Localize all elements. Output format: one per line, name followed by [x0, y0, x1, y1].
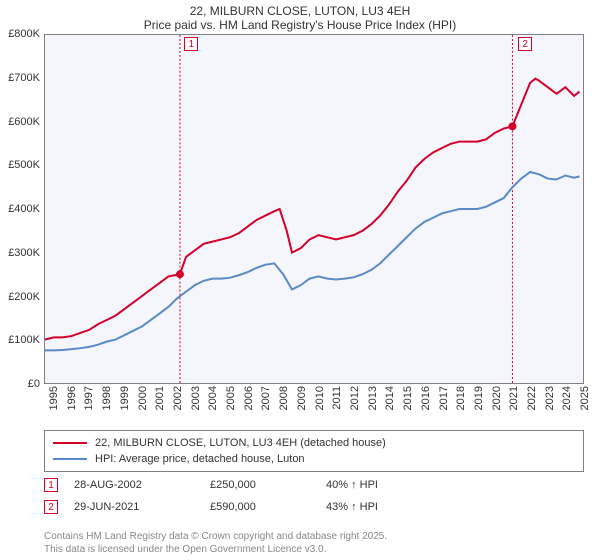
y-tick-label: £600K: [0, 116, 40, 128]
footer-note: Contains HM Land Registry data © Crown c…: [44, 531, 387, 556]
y-tick-label: £0: [0, 378, 40, 390]
transaction-row: 2 29-JUN-2021 £590,000 43% ↑ HPI: [44, 496, 584, 518]
x-tick-label: 2006: [243, 386, 255, 420]
marker-badge: 2: [518, 37, 532, 51]
y-tick-label: £300K: [0, 247, 40, 259]
legend-item: 22, MILBURN CLOSE, LUTON, LU3 4EH (detac…: [53, 435, 575, 451]
transactions-block: 1 28-AUG-2002 £250,000 40% ↑ HPI 2 29-JU…: [44, 474, 584, 518]
y-tick-label: £100K: [0, 334, 40, 346]
transaction-date: 29-JUN-2021: [74, 501, 194, 513]
legend-item: HPI: Average price, detached house, Luto…: [53, 451, 575, 467]
transaction-row: 1 28-AUG-2002 £250,000 40% ↑ HPI: [44, 474, 584, 496]
chart-title-line2: Price paid vs. HM Land Registry's House …: [0, 18, 600, 32]
transaction-date: 28-AUG-2002: [74, 479, 194, 491]
x-tick-label: 2016: [420, 386, 432, 420]
x-tick-label: 1996: [66, 386, 78, 420]
chart-title-line1: 22, MILBURN CLOSE, LUTON, LU3 4EH: [0, 4, 600, 18]
marker-badge: 1: [184, 37, 198, 51]
x-tick-label: 2009: [296, 386, 308, 420]
footer-line1: Contains HM Land Registry data © Crown c…: [44, 531, 387, 544]
chart-svg: [45, 35, 583, 383]
chart-area: 12 £0£100K£200K£300K£400K£500K£600K£700K…: [0, 34, 600, 420]
series-hpi-line: [45, 172, 580, 350]
y-tick-label: £400K: [0, 203, 40, 215]
x-tick-label: 2002: [172, 386, 184, 420]
x-tick-label: 2018: [455, 386, 467, 420]
x-tick-label: 2005: [225, 386, 237, 420]
x-tick-label: 2017: [438, 386, 450, 420]
x-tick-label: 2019: [473, 386, 485, 420]
x-tick-label: 2023: [544, 386, 556, 420]
x-tick-label: 1999: [119, 386, 131, 420]
x-tick-label: 2014: [384, 386, 396, 420]
x-tick-label: 1997: [83, 386, 95, 420]
transaction-badge: 1: [44, 478, 58, 492]
y-tick-label: £500K: [0, 159, 40, 171]
x-tick-label: 2015: [402, 386, 414, 420]
legend-label: 22, MILBURN CLOSE, LUTON, LU3 4EH (detac…: [95, 437, 386, 449]
x-tick-label: 2004: [207, 386, 219, 420]
plot-area: 12: [44, 34, 584, 384]
footer-line2: This data is licensed under the Open Gov…: [44, 544, 387, 557]
x-tick-label: 2000: [137, 386, 149, 420]
legend-swatch-red: [53, 442, 87, 444]
marker-dot: [176, 270, 184, 278]
legend-box: 22, MILBURN CLOSE, LUTON, LU3 4EH (detac…: [44, 430, 584, 472]
x-tick-label: 2008: [278, 386, 290, 420]
x-tick-label: 2010: [314, 386, 326, 420]
transaction-price: £590,000: [210, 501, 310, 513]
transaction-badge: 2: [44, 500, 58, 514]
x-tick-label: 2007: [260, 386, 272, 420]
series-price-paid-line: [45, 79, 580, 340]
y-tick-label: £800K: [0, 28, 40, 40]
x-tick-label: 2003: [190, 386, 202, 420]
y-tick-label: £700K: [0, 72, 40, 84]
x-tick-label: 2021: [508, 386, 520, 420]
x-tick-label: 2022: [526, 386, 538, 420]
chart-title-block: 22, MILBURN CLOSE, LUTON, LU3 4EH Price …: [0, 0, 600, 34]
x-tick-label: 2013: [367, 386, 379, 420]
y-tick-label: £200K: [0, 291, 40, 303]
transaction-hpi-delta: 43% ↑ HPI: [326, 501, 436, 513]
x-tick-label: 1998: [101, 386, 113, 420]
x-tick-label: 2001: [154, 386, 166, 420]
x-tick-label: 2011: [331, 386, 343, 420]
x-tick-label: 2020: [491, 386, 503, 420]
marker-dot: [508, 122, 516, 130]
x-tick-label: 2025: [579, 386, 591, 420]
transaction-price: £250,000: [210, 479, 310, 491]
legend-label: HPI: Average price, detached house, Luto…: [95, 453, 305, 465]
x-tick-label: 2024: [561, 386, 573, 420]
transaction-hpi-delta: 40% ↑ HPI: [326, 479, 436, 491]
x-tick-label: 2012: [349, 386, 361, 420]
x-tick-label: 1995: [48, 386, 60, 420]
legend-swatch-blue: [53, 458, 87, 460]
